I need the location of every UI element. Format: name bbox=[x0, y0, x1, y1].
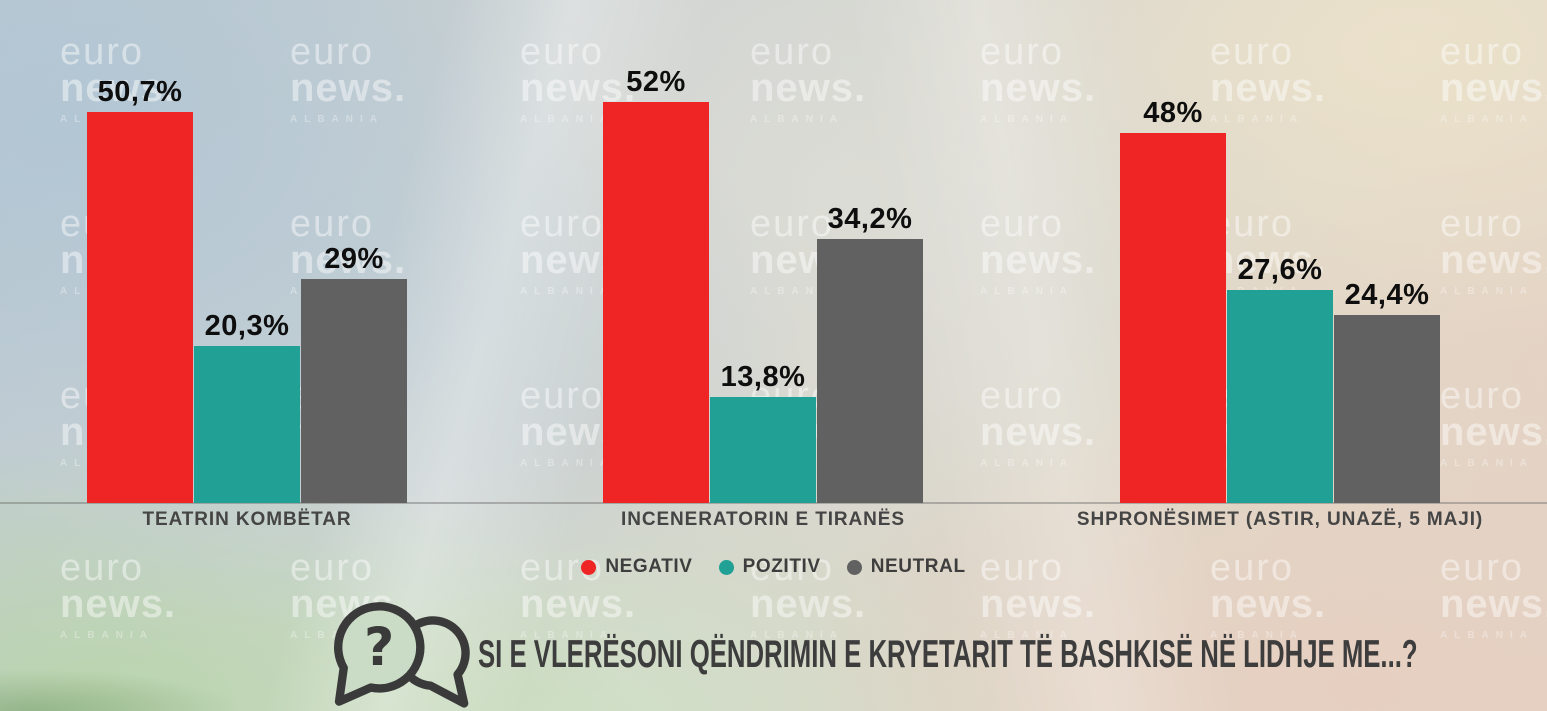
survey-question-text: SI E VLERËSONI QËNDRIMIN E KRYETARIT TË … bbox=[478, 633, 1418, 676]
legend-label: POZITIV bbox=[742, 556, 821, 577]
bar-value-label: 50,7% bbox=[97, 76, 183, 108]
bar-negativ-group2 bbox=[603, 101, 709, 503]
category-label: TEATRIN KOMBËTAR bbox=[142, 509, 352, 530]
bar-negativ-group1 bbox=[87, 112, 193, 503]
bar-value-label: 34,2% bbox=[827, 203, 913, 236]
bar-neutral-group3 bbox=[1334, 314, 1440, 503]
bar-value-label: 24,4% bbox=[1344, 278, 1430, 311]
bar-pozitiv-group2 bbox=[710, 396, 816, 503]
bar-value-label: 13,8% bbox=[720, 360, 806, 393]
legend-dot-icon bbox=[581, 559, 597, 575]
bar-value-label: 48% bbox=[1143, 96, 1203, 129]
legend-dot-icon bbox=[846, 559, 862, 575]
legend-dot-icon bbox=[718, 559, 734, 575]
bar-pozitiv-group3 bbox=[1227, 290, 1333, 503]
legend-item-pozitiv: POZITIV bbox=[718, 556, 821, 578]
bar-neutral-group2 bbox=[817, 239, 923, 503]
bar-value-label: 20,3% bbox=[204, 310, 290, 343]
svg-text:?: ? bbox=[364, 617, 394, 678]
bar-value-label: 27,6% bbox=[1237, 254, 1323, 287]
legend-item-neutral: NEUTRAL bbox=[846, 556, 966, 578]
bar-pozitiv-group1 bbox=[194, 346, 300, 503]
bar-value-label: 52% bbox=[626, 65, 686, 98]
chart-legend: NEGATIV POZITIV NEUTRAL bbox=[0, 556, 1547, 578]
bar-neutral-group1 bbox=[301, 279, 407, 503]
legend-label: NEGATIV bbox=[605, 556, 693, 577]
category-label: INCENERATORIN E TIRANËS bbox=[621, 509, 905, 530]
chart-baseline bbox=[0, 502, 1547, 504]
legend-label: NEUTRAL bbox=[870, 556, 966, 577]
legend-item-negativ: NEGATIV bbox=[581, 556, 692, 578]
question-speech-bubbles-icon: ? bbox=[326, 597, 480, 711]
bar-value-label: 29% bbox=[324, 243, 384, 276]
category-label: SHPRONËSIMET (ASTIR, UNAZË, 5 MAJI) bbox=[1076, 509, 1484, 530]
bar-negativ-group3 bbox=[1120, 132, 1226, 503]
